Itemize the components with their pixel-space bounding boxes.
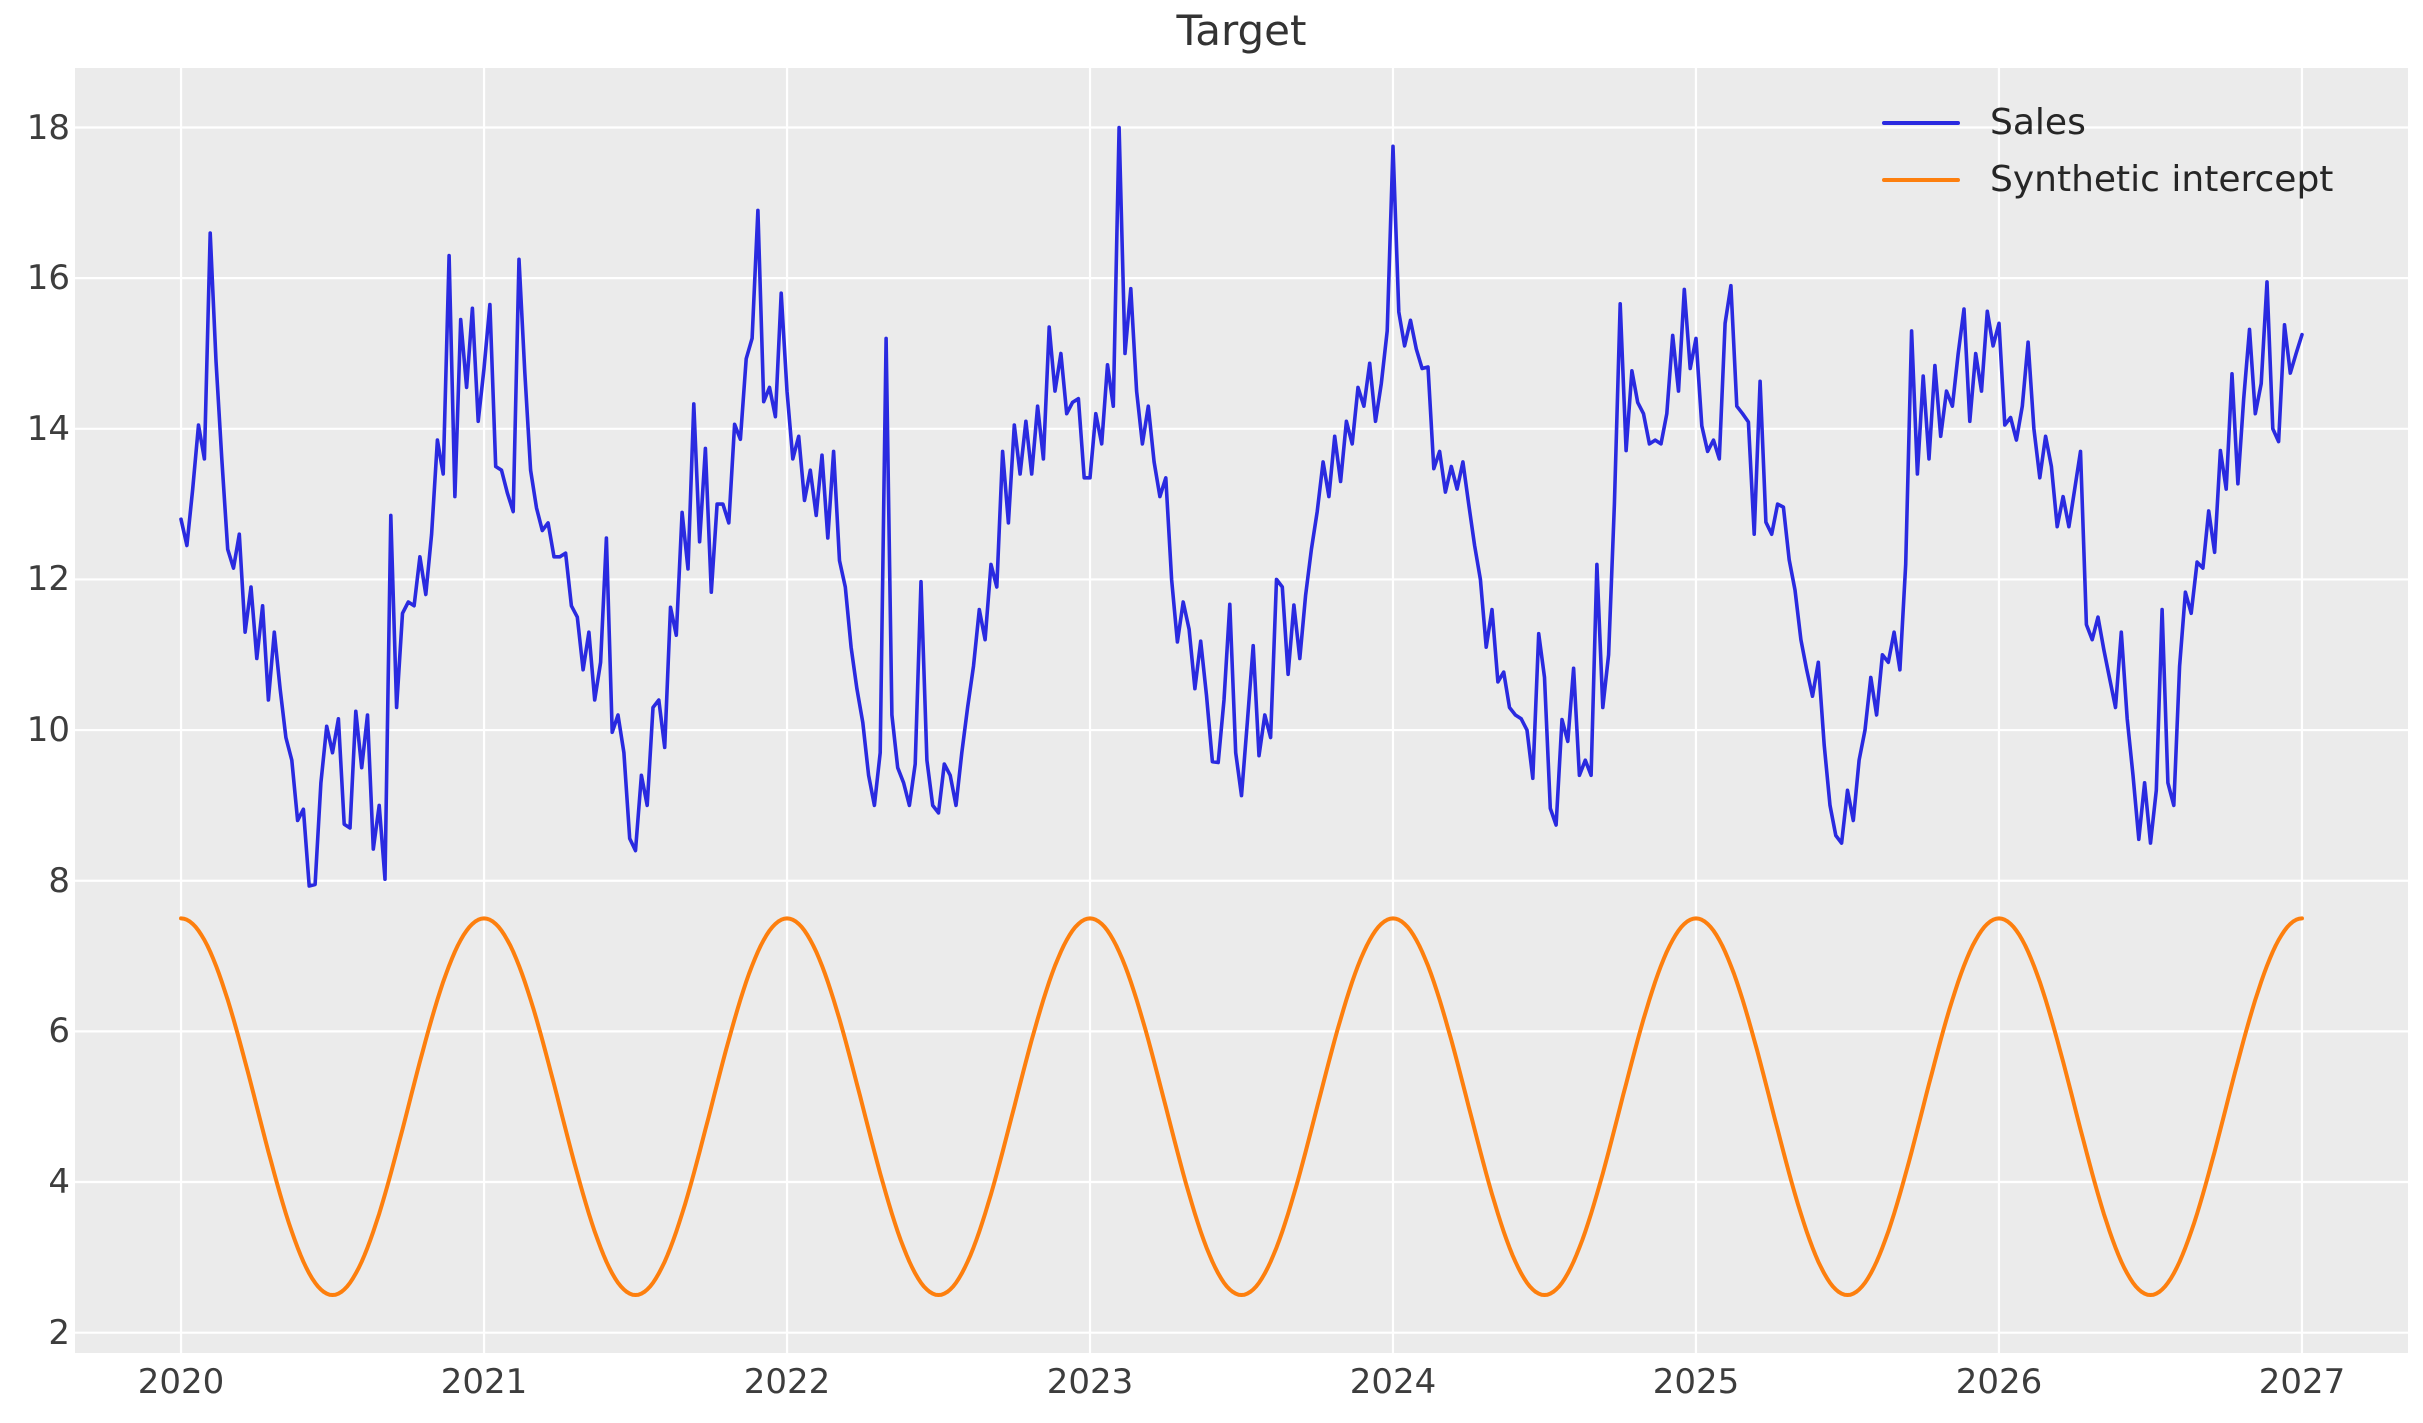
x-tick-label: 2020 <box>137 1362 225 1402</box>
x-tick-label: 2022 <box>743 1362 831 1402</box>
y-tick-label: 12 <box>26 559 70 600</box>
x-tick-label: 2024 <box>1349 1362 1437 1402</box>
y-tick-label: 10 <box>26 710 70 751</box>
y-tick-label: 18 <box>26 107 70 148</box>
y-tick-label: 6 <box>48 1011 70 1052</box>
legend: Sales Synthetic intercept <box>1882 94 2333 208</box>
x-tick-label: 2026 <box>1955 1362 2043 1402</box>
legend-item-sales: Sales <box>1882 94 2333 151</box>
sales-line-swatch <box>1882 120 1960 125</box>
y-tick-label: 16 <box>26 258 70 299</box>
data-series <box>179 125 2304 1297</box>
y-tick-label: 14 <box>26 408 70 449</box>
legend-label-synthetic-intercept: Synthetic intercept <box>1990 159 2334 200</box>
legend-item-synthetic-intercept: Synthetic intercept <box>1882 151 2333 208</box>
chart-title: Target <box>1176 6 1307 55</box>
synthetic-intercept-line-swatch <box>1882 177 1960 182</box>
y-tick-label: 2 <box>48 1312 70 1353</box>
plot-area <box>75 68 2408 1353</box>
x-tick-label: 2025 <box>1652 1362 1740 1402</box>
y-tick-label: 8 <box>48 860 70 901</box>
y-tick-label: 4 <box>48 1162 70 1203</box>
x-tick-label: 2027 <box>2258 1362 2346 1402</box>
legend-label-sales: Sales <box>1990 102 2086 143</box>
x-tick-label: 2021 <box>440 1362 528 1402</box>
x-tick-label: 2023 <box>1046 1362 1134 1402</box>
gridlines <box>75 68 2408 1353</box>
